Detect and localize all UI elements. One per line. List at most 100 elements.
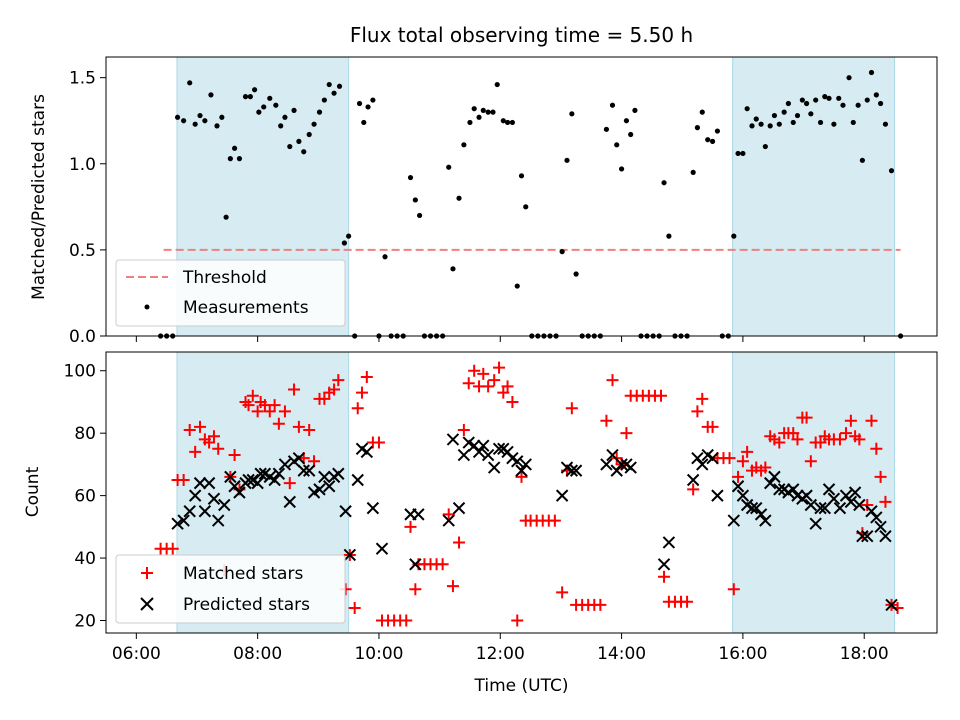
predicted-star-point: [711, 489, 724, 502]
predicted-star-point: [818, 501, 831, 515]
predicted-star-point: [351, 473, 364, 487]
predicted-star-point: [477, 439, 490, 452]
measurement-point: [661, 180, 667, 186]
measurement-point: [336, 83, 343, 89]
matched-star-point: [681, 595, 694, 608]
matched-star-point: [865, 414, 878, 427]
predicted-star-point: [706, 451, 719, 465]
measurement-point: [471, 106, 477, 112]
matched-star-point: [506, 395, 519, 408]
matched-star-point: [606, 374, 619, 387]
matched-star-point: [732, 470, 745, 483]
predicted-star-point: [624, 461, 637, 474]
predicted-star-point: [409, 558, 422, 571]
measurement-point: [836, 95, 842, 101]
measurement-point: [882, 121, 889, 127]
predicted-star-point: [193, 476, 207, 490]
measurement-point: [794, 112, 801, 119]
measurement-point: [888, 168, 895, 174]
matched-star-point: [488, 374, 501, 387]
x-tick-label: 18:00: [840, 644, 889, 664]
measurement-point: [514, 283, 520, 289]
measurement-point: [174, 114, 181, 120]
measurement-point: [192, 121, 198, 127]
matched-star-point: [658, 570, 671, 583]
predicted-star-point: [511, 455, 524, 468]
measurement-point: [705, 137, 711, 143]
measurement-point: [247, 94, 253, 100]
x-tick-label: 12:00: [476, 644, 525, 664]
measurement-point: [744, 106, 750, 112]
predicted-star-point: [254, 467, 267, 480]
measurement-point: [859, 157, 865, 163]
predicted-star-point: [318, 470, 331, 484]
matched-star-point: [278, 405, 291, 418]
measurement-point: [412, 197, 418, 203]
predicted-star-point: [768, 470, 781, 484]
measurement-point: [799, 97, 805, 103]
matched-star-point: [741, 445, 754, 458]
measurement-point: [840, 102, 846, 108]
matched-star-point: [332, 374, 345, 387]
predicted-star-point: [278, 458, 292, 471]
measurement-point: [490, 109, 496, 115]
measurement-point: [382, 254, 388, 260]
measurement-point: [731, 233, 737, 239]
measurement-point: [273, 102, 279, 108]
predicted-star-point: [218, 498, 231, 512]
measurement-point: [573, 271, 579, 277]
predicted-star-point: [481, 448, 495, 462]
matched-star-point: [800, 411, 813, 424]
shaded-interval-2: [732, 351, 896, 634]
measurement-point: [407, 174, 414, 181]
x-axis-label: Time (UTC): [474, 676, 569, 696]
matched-star-point: [620, 427, 633, 440]
measurement-point: [614, 142, 620, 148]
measurement-point: [278, 123, 284, 129]
measurement-point: [790, 119, 796, 126]
measurement-point: [361, 119, 367, 126]
measurement-point: [504, 119, 511, 126]
measurement-point: [282, 114, 288, 120]
legend-frame-bottom: [115, 554, 346, 624]
predicted-star-point: [268, 473, 281, 487]
measurement-point: [242, 94, 249, 100]
measurement-point: [826, 95, 832, 101]
measurement-point: [181, 118, 187, 124]
legend-measurements-label: Measurements: [183, 298, 309, 318]
matched-star-point: [600, 414, 613, 427]
measurement-point: [494, 81, 500, 88]
measurement-point: [416, 212, 423, 219]
matched-star-point: [840, 427, 853, 440]
matched-star-point: [166, 542, 179, 555]
predicted-star-point: [727, 514, 741, 527]
matched-star-point: [355, 386, 368, 399]
measurement-point: [202, 118, 208, 124]
matched-star-point: [246, 389, 259, 402]
measurement-point: [767, 123, 773, 129]
matched-star-point: [493, 361, 506, 374]
measurement-point: [877, 100, 884, 107]
predicted-star-point: [686, 473, 700, 487]
measurement-point: [740, 150, 746, 157]
y-tick-label: 1.5: [69, 69, 96, 89]
predicted-star-point: [606, 448, 619, 462]
measurement-point: [690, 169, 696, 175]
legend-threshold-label: Threshold: [182, 268, 267, 288]
measurement-point: [296, 138, 302, 144]
measurement-point: [559, 249, 565, 255]
measurement-point: [236, 156, 243, 162]
matched-star-point: [501, 380, 514, 393]
measurement-point: [208, 92, 214, 98]
measurement-point: [855, 102, 861, 108]
matched-star-point: [468, 364, 481, 377]
predicted-star-point: [177, 514, 190, 527]
measurement-point: [219, 114, 225, 120]
measurement-point: [618, 166, 625, 172]
measurement-point: [609, 102, 616, 108]
predicted-star-point: [515, 464, 528, 477]
matched-star-point: [804, 455, 817, 468]
measurement-point: [803, 100, 810, 107]
predicted-star-point: [207, 492, 221, 505]
matched-star-point: [288, 383, 301, 396]
